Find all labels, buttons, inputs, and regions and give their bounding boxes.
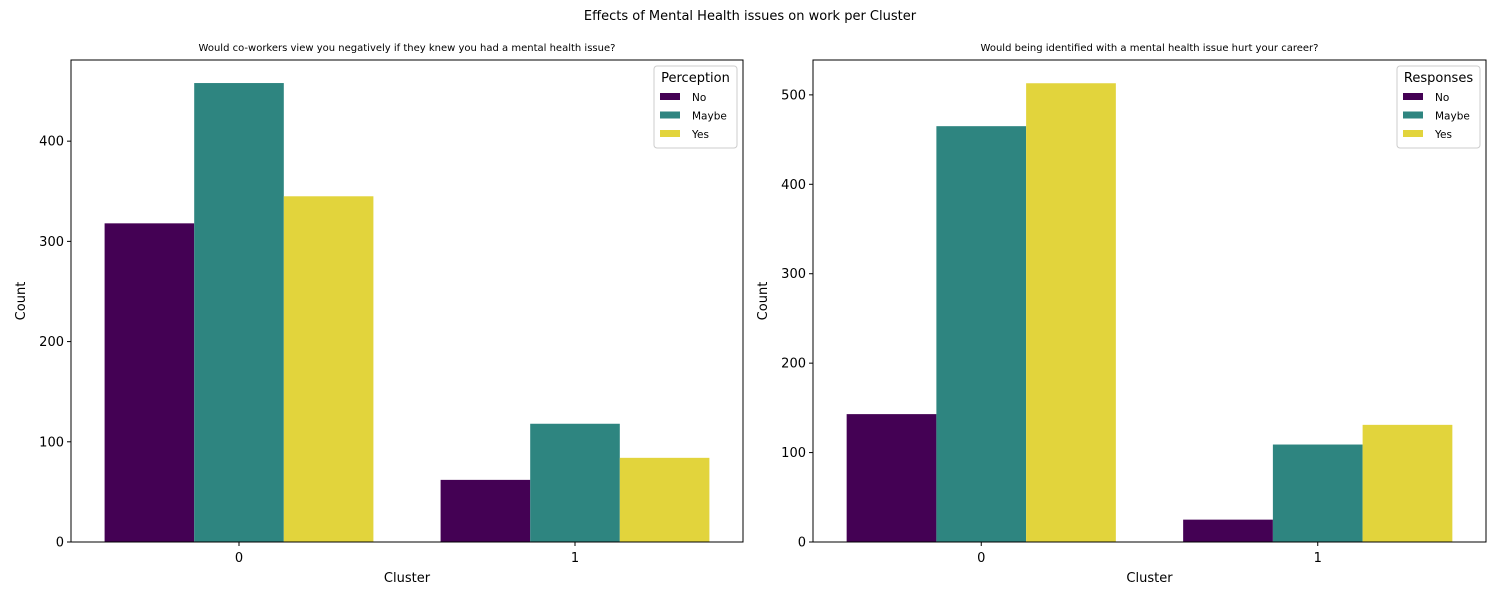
y-tick-label: 100 [781,446,806,461]
legend-label-yes: Yes [691,129,709,141]
bar-no-cluster-1 [1183,519,1273,542]
bar-no-cluster-0 [846,414,937,542]
bar-maybe-cluster-0 [194,83,284,542]
x-axis-label: Cluster [1126,571,1173,586]
legend-title: Responses [1404,71,1473,86]
y-tick-label: 100 [39,435,64,450]
legend-swatch-no [1403,93,1423,100]
bar-yes-cluster-0 [1026,83,1116,543]
legend-swatch-maybe [1403,111,1423,119]
y-tick-label: 200 [39,335,64,350]
legend: Perception No Maybe Yes [653,65,738,149]
legend-label-no: No [692,92,706,104]
y-tick-label: 0 [56,536,64,551]
x-tick-label: 0 [977,551,985,566]
legend-swatch-maybe [660,111,680,119]
legend: Responses No Maybe Yes [1396,65,1481,149]
legend-label-no: No [1435,92,1449,104]
bar-yes-cluster-0 [283,196,374,542]
bar-no-cluster-0 [104,223,195,543]
bar-maybe-cluster-0 [936,126,1027,542]
y-tick-label: 300 [39,235,64,250]
legend-box [653,65,738,149]
plot-frame [812,59,1487,543]
chart-panel-1: Would co-workers view you negatively if … [14,43,744,586]
chart-title: Would being identified with a mental hea… [981,43,1319,54]
legend-label-maybe: Maybe [1435,111,1470,123]
legend-swatch-yes [1403,130,1423,137]
legend-box [1396,65,1481,149]
legend-label-maybe: Maybe [692,111,727,123]
y-tick-label: 500 [781,88,806,103]
figure-title: Effects of Mental Health issues on work … [583,9,917,24]
x-tick-label: 0 [235,551,243,566]
legend-title: Perception [661,71,730,86]
x-axis-label: Cluster [384,571,431,586]
bar-yes-cluster-1 [1362,424,1453,542]
y-tick-label: 300 [781,267,806,282]
y-tick-label: 400 [39,135,64,150]
y-tick-label: 400 [781,178,806,193]
plot-frame [70,59,744,543]
legend-swatch-no [660,93,680,100]
y-tick-label: 0 [798,536,806,551]
chart-panel-2: Would being identified with a mental hea… [756,43,1487,586]
bar-maybe-cluster-1 [530,423,620,542]
y-tick-label: 200 [781,357,806,372]
x-tick-label: 1 [1314,551,1322,566]
y-axis-label: Count [14,282,29,321]
legend-swatch-yes [660,130,680,137]
bar-yes-cluster-1 [619,457,710,542]
legend-label-yes: Yes [1434,129,1452,141]
y-axis-label: Count [756,282,771,321]
bar-maybe-cluster-1 [1272,444,1363,542]
bar-no-cluster-1 [440,479,531,542]
x-tick-label: 1 [571,551,579,566]
chart-title: Would co-workers view you negatively if … [199,43,616,54]
